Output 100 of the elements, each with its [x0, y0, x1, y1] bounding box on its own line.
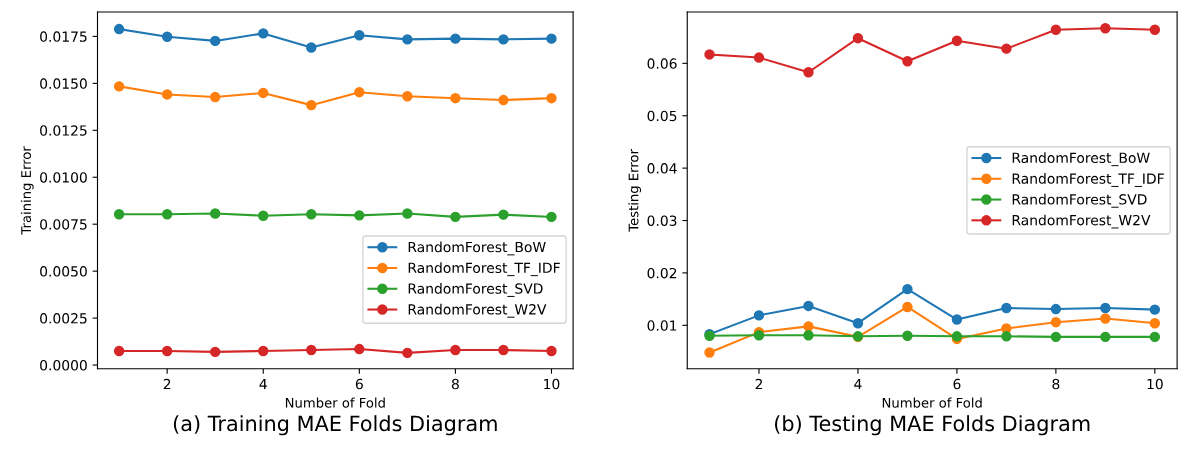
point: [450, 33, 461, 44]
y-axis-title: Testing Error: [628, 149, 642, 232]
y-tick-label: 0.0150: [40, 78, 87, 89]
point: [803, 330, 814, 341]
point: [951, 314, 963, 325]
point: [306, 209, 317, 220]
legend-label: RandomForest_TF_IDF: [1012, 173, 1164, 187]
x-axis-title: Number of Fold: [285, 397, 385, 408]
text: (a) Training MAE Folds Diagram: [173, 415, 497, 436]
point: [354, 210, 365, 221]
point: [546, 92, 557, 104]
y-tick-label: 0.0025: [40, 313, 87, 324]
point: [902, 330, 913, 341]
point: [258, 210, 269, 221]
legend-label: RandomForest_SVD: [408, 283, 543, 297]
point: [546, 33, 557, 44]
y-tick-label: 0.0125: [40, 125, 87, 136]
x-axis-title: Number of Fold: [882, 397, 982, 408]
y-tick-label: 0.01: [647, 320, 677, 331]
y-tick-label: 0.0175: [40, 31, 87, 42]
point: [1100, 331, 1111, 343]
point: [1149, 24, 1161, 36]
point: [902, 56, 913, 67]
y-tick-label: 0.0075: [40, 219, 87, 230]
point: [161, 89, 173, 100]
point: [209, 346, 221, 358]
point: [546, 211, 557, 223]
point: [209, 208, 221, 219]
point: [450, 344, 461, 356]
point: [113, 209, 125, 220]
x-tick-label: 10: [544, 378, 560, 390]
x-tick-label: 8: [451, 378, 459, 390]
point: [803, 321, 814, 332]
y-tick-label: 0.0000: [40, 360, 87, 371]
point: [209, 35, 221, 47]
x-tick-label: 2: [163, 378, 171, 390]
legend-label: RandomForest_W2V: [408, 303, 547, 318]
point: [113, 345, 125, 357]
point: [354, 30, 365, 41]
point: [161, 345, 173, 357]
point: [354, 86, 365, 98]
x-tick-label: 10: [1147, 378, 1163, 390]
point: [209, 91, 221, 103]
point: [498, 344, 509, 356]
point: [753, 330, 765, 341]
y-tick-label: 0.04: [647, 163, 677, 174]
point: [1001, 331, 1012, 342]
point: [450, 92, 461, 104]
x-tick-label: 6: [953, 378, 961, 390]
y-axis-title: Training Error: [20, 146, 34, 235]
point: [1050, 331, 1062, 343]
y-tick-label: 0.0100: [40, 172, 87, 183]
x-tick-label: 4: [259, 378, 267, 390]
point: [1001, 302, 1012, 314]
point: [1100, 23, 1111, 34]
point: [258, 28, 269, 39]
point: [258, 345, 269, 357]
point: [161, 209, 173, 220]
point: [1050, 303, 1062, 315]
point: [498, 34, 509, 45]
point: [1050, 316, 1062, 328]
point: [704, 49, 715, 60]
x-tick-label: 6: [355, 378, 363, 390]
point: [1050, 24, 1062, 36]
point: [113, 81, 125, 92]
point: [951, 35, 963, 47]
point: [1100, 302, 1111, 314]
point: [306, 344, 317, 356]
point: [402, 34, 413, 45]
point: [498, 94, 509, 106]
point: [852, 32, 864, 44]
y-tick-label: 0.06: [647, 58, 677, 69]
point: [1149, 318, 1161, 329]
legend-label: RandomForest_BoW: [408, 241, 546, 256]
point: [402, 347, 413, 359]
point: [1001, 43, 1012, 54]
point: [704, 347, 715, 358]
point: [902, 283, 913, 295]
point: [902, 301, 913, 313]
point: [1100, 313, 1111, 324]
point: [258, 87, 269, 99]
point: [753, 310, 765, 321]
point: [498, 209, 509, 220]
y-tick-label: 0.02: [647, 267, 677, 279]
point: [306, 42, 317, 53]
point: [450, 211, 461, 223]
legend-label: RandomForest_TF_IDF: [408, 262, 560, 277]
y-tick-label: 0.05: [647, 110, 677, 122]
point: [546, 345, 557, 357]
x-tick-label: 4: [854, 378, 862, 390]
x-tick-label: 2: [755, 378, 763, 390]
point: [161, 31, 173, 42]
legend-label: RandomForest_SVD: [1012, 193, 1147, 208]
point: [1149, 331, 1161, 343]
point: [852, 318, 864, 329]
legend-label: RandomForest_BoW: [1012, 152, 1150, 167]
point: [753, 52, 765, 63]
x-tick-label: 8: [1052, 378, 1060, 390]
point: [306, 99, 317, 111]
y-tick-label: 0.03: [647, 215, 677, 226]
